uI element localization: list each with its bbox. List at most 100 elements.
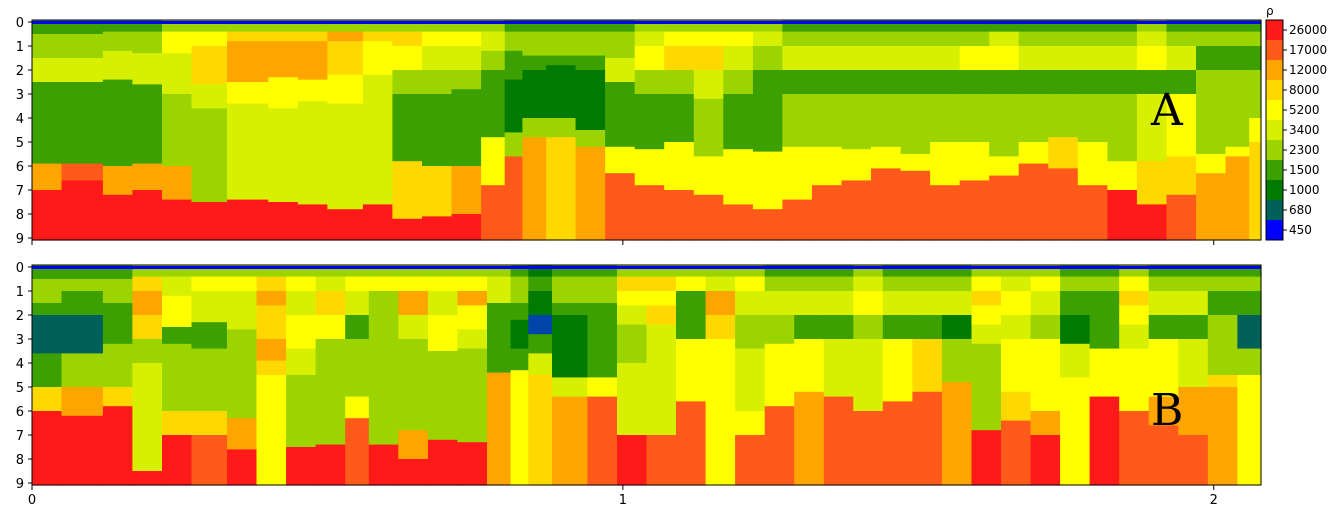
cell: [510, 370, 529, 486]
cell: [286, 447, 317, 486]
cell: [723, 31, 754, 47]
cell: [1048, 137, 1079, 169]
cell: [227, 103, 269, 201]
cell: [634, 70, 665, 95]
colorbar-tick-label: 2300: [1289, 143, 1320, 157]
cell: [1225, 70, 1250, 148]
y-tick-label: 7: [16, 429, 24, 444]
cell: [510, 276, 529, 304]
panel-a-depth-axis: 0 1 2 3 4 5 6 7 8 9: [16, 16, 32, 247]
cell: [1048, 31, 1079, 47]
cell: [522, 137, 547, 241]
cell: [1060, 377, 1091, 486]
cell: [752, 70, 783, 95]
cell: [1207, 375, 1238, 388]
cell: [646, 324, 677, 340]
cell: [132, 291, 163, 316]
cell: [427, 315, 458, 352]
cell: [1077, 70, 1108, 95]
cell: [297, 101, 328, 205]
cell: [191, 84, 228, 109]
cell: [634, 149, 665, 186]
cell: [853, 291, 884, 316]
cell: [1148, 339, 1179, 398]
cell: [362, 74, 393, 102]
cell: [487, 303, 512, 330]
cell: [1077, 185, 1108, 241]
cell: [522, 31, 547, 57]
cell: [959, 70, 990, 95]
cell: [191, 291, 228, 323]
cell: [617, 324, 648, 364]
cell: [451, 46, 482, 71]
cell: [32, 303, 63, 316]
cell: [605, 173, 636, 241]
cell: [1178, 435, 1209, 486]
cell: [871, 46, 902, 71]
cell: [823, 291, 854, 316]
cell: [1077, 94, 1108, 143]
cell: [398, 430, 429, 460]
y-tick-label: 2: [16, 309, 24, 324]
cell: [971, 430, 1002, 486]
cell: [811, 70, 842, 95]
cell: [528, 291, 553, 316]
cell: [268, 202, 299, 241]
cell: [368, 315, 399, 340]
cell: [646, 339, 677, 436]
cell: [782, 199, 813, 241]
x-tick-label: 1: [619, 493, 627, 508]
cell: [227, 329, 258, 354]
cell: [487, 372, 512, 486]
cell: [552, 276, 589, 304]
cell: [297, 79, 328, 102]
cell: [912, 291, 943, 316]
cell: [1001, 276, 1032, 292]
cell: [427, 351, 458, 412]
cell: [1018, 70, 1049, 95]
cell: [32, 387, 63, 412]
cell: [693, 31, 724, 47]
colorbar-swatch: [1266, 120, 1283, 141]
cell: [481, 137, 506, 186]
cell: [841, 180, 872, 241]
cell: [1018, 94, 1049, 143]
cell: [552, 303, 589, 316]
cell: [617, 276, 648, 292]
cell: [368, 276, 399, 292]
cell: [162, 295, 193, 328]
cell: [132, 84, 163, 165]
cell: [752, 31, 783, 47]
cell: [552, 377, 589, 398]
cell: [546, 55, 577, 66]
cell: [1196, 173, 1227, 241]
cell: [487, 329, 512, 374]
cell: [1237, 375, 1262, 486]
cell: [457, 291, 488, 306]
cell: [256, 276, 287, 292]
cell: [959, 46, 990, 71]
cell: [1136, 46, 1167, 71]
panel-a-surface-line: [32, 21, 1261, 24]
cell: [1166, 94, 1197, 157]
cell: [1119, 348, 1150, 412]
cell: [546, 65, 577, 119]
cell: [481, 70, 506, 138]
cell: [705, 363, 736, 486]
cell: [256, 305, 287, 340]
cell: [191, 348, 228, 412]
cell: [735, 315, 766, 350]
surface-low-resistivity-band: [32, 266, 1261, 269]
cell: [422, 166, 453, 217]
cell: [504, 31, 523, 52]
cell: [32, 279, 63, 304]
cell: [930, 94, 961, 143]
cell: [900, 170, 931, 241]
cell: [930, 142, 961, 186]
cell: [191, 411, 228, 436]
y-tick-label: 7: [16, 184, 24, 199]
cell: [989, 94, 1020, 157]
cell: [227, 41, 269, 83]
cell: [392, 161, 423, 220]
cell: [528, 315, 553, 335]
